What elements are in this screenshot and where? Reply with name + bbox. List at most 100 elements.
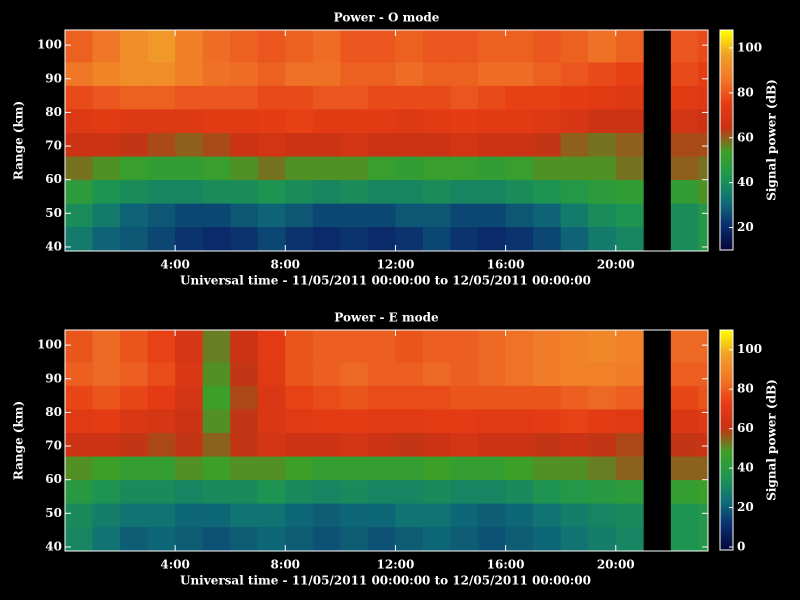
- heatmap-cell: [92, 61, 121, 86]
- heatmap-cell: [202, 409, 231, 433]
- heatmap-cell: [147, 409, 176, 433]
- heatmap-cell: [65, 526, 93, 551]
- heatmap-cell: [65, 361, 93, 386]
- heatmap-cell: [615, 361, 644, 386]
- colorbar-tick-label: 60: [737, 130, 754, 144]
- heatmap-cell: [450, 330, 479, 363]
- heatmap-cell: [698, 179, 708, 204]
- heatmap-cell: [615, 479, 644, 504]
- heatmap-cell: [505, 479, 534, 504]
- heatmap-cell: [65, 85, 93, 110]
- heatmap-cell: [367, 479, 396, 504]
- heatmap-cell: [285, 432, 314, 457]
- heatmap-cell: [257, 330, 286, 363]
- heatmap-cell: [422, 156, 451, 181]
- heatmap-cell: [615, 156, 644, 181]
- heatmap-cell: [367, 30, 396, 63]
- x-axis-label: Universal time - 11/05/2011 00:00:00 to …: [180, 274, 591, 288]
- heatmap-cell: [65, 456, 93, 481]
- heatmap-cell: [450, 432, 479, 457]
- colorbar-tick-label: 100: [737, 342, 762, 356]
- heatmap-cell: [340, 203, 369, 228]
- heatmap-cell: [478, 526, 506, 551]
- heatmap-cell: [395, 179, 424, 204]
- heatmap-cell: [395, 479, 424, 504]
- heatmap-cell: [533, 385, 562, 410]
- y-tick-label: 50: [45, 506, 62, 520]
- heatmap-cell: [257, 385, 286, 410]
- heatmap-cell: [588, 179, 617, 204]
- heatmap-cell: [422, 432, 451, 457]
- heatmap-cell: [285, 179, 314, 204]
- heatmap-cell: [340, 109, 369, 133]
- heatmap-cell: [147, 109, 176, 133]
- heatmap-cell: [395, 85, 424, 110]
- heatmap-cell: [147, 61, 176, 86]
- heatmap-cell: [422, 132, 451, 157]
- heatmap-cell: [230, 30, 259, 63]
- heatmap-cell: [395, 503, 424, 528]
- heatmap-cell: [615, 30, 644, 63]
- heatmap-cell: [230, 526, 259, 551]
- heatmap-cell: [285, 109, 314, 133]
- heatmap-cell: [615, 109, 644, 133]
- colorbar-tick-label: 60: [737, 421, 754, 435]
- heatmap-cell: [670, 503, 699, 528]
- heatmap-cell: [670, 409, 699, 433]
- heatmap-cell: [92, 432, 121, 457]
- heatmap-cell: [312, 409, 341, 433]
- chart-title: Power - O mode: [334, 11, 440, 25]
- heatmap-cell: [340, 385, 369, 410]
- y-tick-label: 40: [45, 239, 62, 253]
- x-tick-label: 8:00: [271, 558, 300, 572]
- heatmap-cell: [533, 409, 562, 433]
- heatmap-cell: [560, 409, 589, 433]
- heatmap-cell: [615, 61, 644, 86]
- heatmap-cell: [65, 432, 93, 457]
- heatmap-cell: [202, 330, 231, 363]
- heatmap-cell: [367, 85, 396, 110]
- heatmap-cell: [120, 479, 149, 504]
- heatmap-cell: [588, 456, 617, 481]
- heatmap-cell: [312, 385, 341, 410]
- heatmap-cell: [533, 432, 562, 457]
- heatmap-cell: [257, 503, 286, 528]
- heatmap-cell: [478, 226, 506, 251]
- heatmap-cell: [92, 156, 121, 181]
- heatmap-cell: [367, 456, 396, 481]
- heatmap-cell: [588, 203, 617, 228]
- heatmap-cell: [92, 132, 121, 157]
- heatmap-cell: [670, 330, 699, 363]
- heatmap-cell: [312, 109, 341, 133]
- heatmap-cell: [92, 30, 121, 63]
- heatmap-cell: [175, 156, 204, 181]
- heatmap-cell: [92, 409, 121, 433]
- heatmap-cell: [560, 132, 589, 157]
- heatmap-cell: [560, 385, 589, 410]
- heatmap-cell: [120, 409, 149, 433]
- heatmap-cell: [202, 385, 231, 410]
- heatmap-cell: [120, 61, 149, 86]
- heatmap-cell: [450, 526, 479, 551]
- y-axis-label: Range (km): [12, 101, 26, 180]
- heatmap-cell: [175, 226, 204, 251]
- heatmap-cell: [670, 526, 699, 551]
- heatmap-cell: [395, 432, 424, 457]
- heatmap-cell: [450, 203, 479, 228]
- colorbar-tick-label: 20: [737, 220, 754, 234]
- x-tick-label: 20:00: [597, 558, 635, 572]
- y-tick-label: 90: [45, 371, 62, 385]
- x-tick-label: 16:00: [487, 258, 525, 272]
- heatmap-cell: [175, 432, 204, 457]
- heatmap-cell: [422, 30, 451, 63]
- heatmap-cell: [147, 503, 176, 528]
- heatmap-cell: [670, 361, 699, 386]
- y-tick-label: 80: [45, 105, 62, 119]
- heatmap-cell: [230, 385, 259, 410]
- heatmap-cell: [340, 409, 369, 433]
- colorbar-tick-label: 100: [737, 40, 762, 54]
- heatmap-cell: [588, 226, 617, 251]
- y-tick-label: 70: [45, 139, 62, 153]
- heatmap-cell: [202, 132, 231, 157]
- heatmap-cell: [505, 503, 534, 528]
